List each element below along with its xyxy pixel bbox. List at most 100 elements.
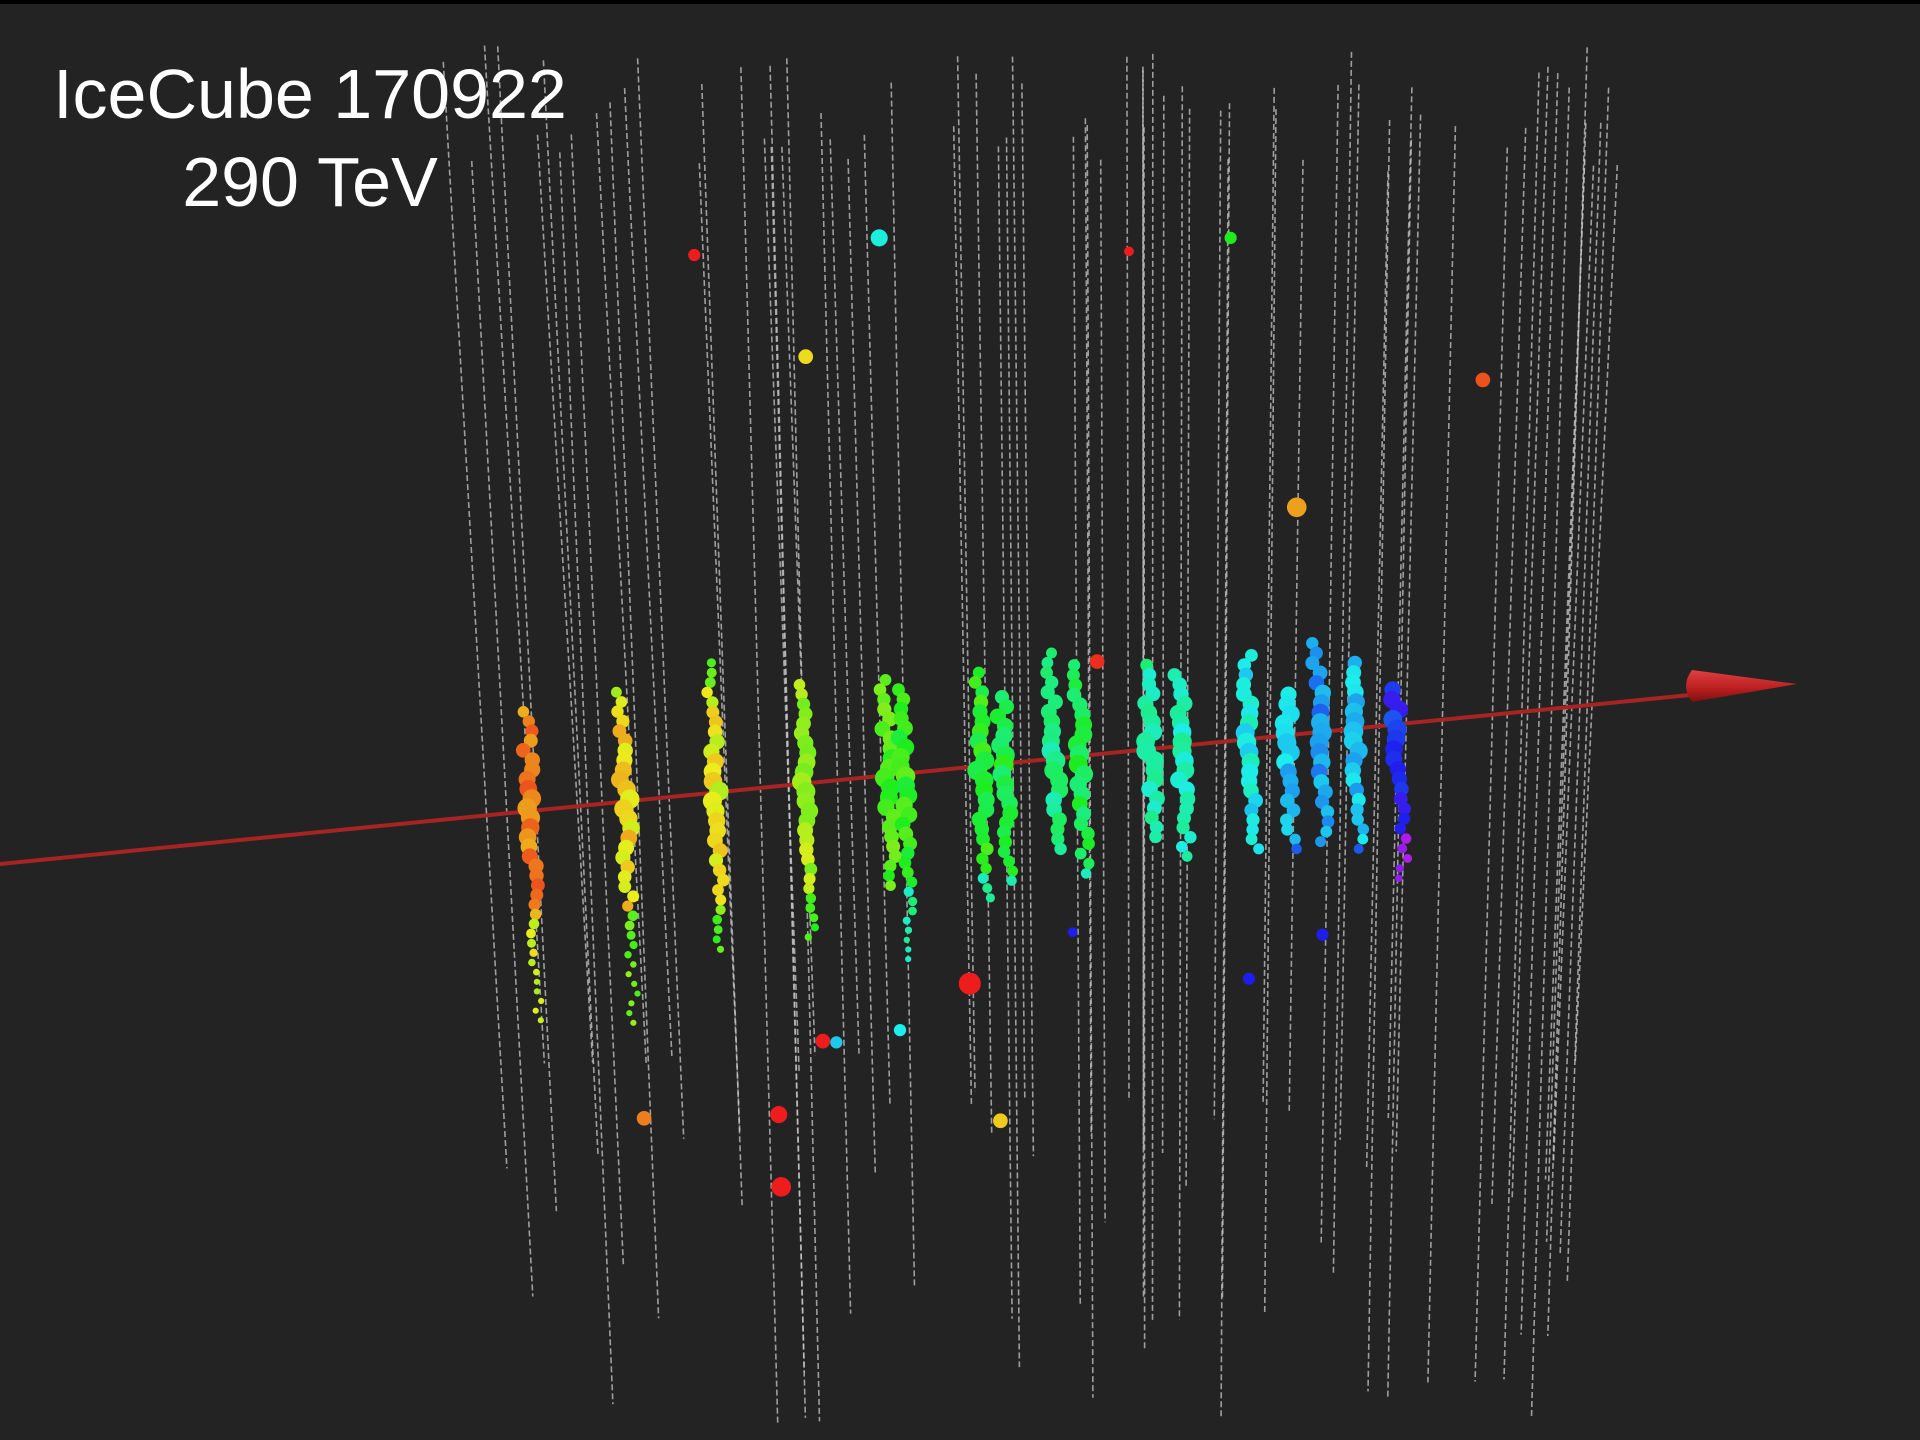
hit-dom [1182,851,1193,862]
hit-dom [618,880,631,893]
detector-string [764,139,799,1072]
hit-dom [1046,648,1057,659]
hit-dom [980,863,991,874]
hit-dom [1176,841,1188,853]
hit-dom [611,687,622,698]
detector-string [958,56,975,1091]
hit-dom [885,880,896,891]
hit-dom [1149,830,1162,843]
hit-dom [712,884,724,896]
hit-dom [715,894,726,905]
hit-dom [1354,844,1364,854]
hit-dom [527,939,536,948]
hit-dom [1358,824,1370,836]
detector-string [1532,88,1570,1418]
hit-dom [1253,843,1264,854]
hit-dom [1007,866,1018,877]
detector-string [1163,96,1164,1153]
detector-string [976,74,992,1133]
hit-dom [1320,826,1332,838]
hit-dom [1316,928,1328,940]
hit-dom [1006,876,1016,886]
hit-dom [1082,837,1095,850]
hit-dom [529,919,540,930]
hit-dom [1068,927,1078,937]
hit-dom [982,883,992,893]
detector-string [1127,57,1129,1101]
hit-dom [830,1036,842,1048]
hit-dom [1083,858,1094,869]
hit-dom [798,349,813,364]
hit-dom [1225,232,1237,244]
detector-string [1492,128,1526,1204]
detector-string [1289,160,1303,1113]
detector-string [1475,148,1507,1382]
hit-dom [770,1106,787,1123]
detector-string [1214,111,1220,1120]
detector-string [1265,109,1276,1315]
hit-dom [713,935,721,943]
hit-dom [905,927,912,934]
hit-dom [637,1111,652,1126]
detector-string [1575,165,1617,1064]
hit-dom [1287,497,1307,517]
event-energy: 290 TeV [30,140,590,224]
hit-dom [1243,973,1255,985]
event-title: IceCube 170922 [30,52,590,136]
detector-string [848,159,875,1174]
detector-string [954,126,972,1104]
hit-dom [631,981,637,987]
hit-dom [533,969,540,976]
hit-dom [624,951,631,958]
hit-dom [905,946,911,952]
hit-dom [622,901,633,912]
hit-dom [908,907,917,916]
hit-dom [771,1177,791,1197]
hit-dom [717,946,724,953]
hit-dom [529,949,537,957]
hit-dom [805,933,812,940]
hit-dom [1396,864,1404,872]
hit-dom [1289,834,1300,845]
hit-dom [533,1008,539,1014]
hit-dom [1401,833,1412,844]
detector-string [1186,109,1190,1188]
hit-dom [993,1113,1008,1128]
hit-dom [634,991,640,997]
hit-dom [1003,856,1015,868]
hit-dom [534,979,540,985]
hit-dom [534,988,540,994]
hit-dom [806,893,816,903]
detector-string [597,113,647,1066]
hit-dom [528,959,536,967]
hit-dom [904,937,910,943]
hit-dom [1403,854,1412,863]
hit-dom [1246,833,1258,845]
detector-string [543,60,598,1155]
detector-string [1087,125,1093,1398]
detector-string [560,152,613,1404]
track-arrowhead [1686,670,1797,702]
hit-dom [883,870,895,882]
hit-dom [626,1010,632,1016]
hit-dom [978,873,989,884]
detector-string [741,67,778,1423]
hit-dom [627,890,639,902]
hit-dom [716,905,726,915]
detector-string [1567,88,1608,1282]
hit-dom [1184,831,1196,843]
hit-dom [1124,246,1134,256]
hit-dom [959,973,981,995]
hit-dom [1281,824,1293,836]
detector-string [1554,166,1594,1161]
hit-dom [904,887,914,897]
hit-dom [627,931,636,940]
hit-dom [530,909,541,920]
track-line [0,694,1700,864]
hit-dom [538,1017,544,1023]
hit-dom [894,1024,906,1036]
detector-string [864,135,890,1105]
hit-dom [816,1034,831,1049]
hit-dom [1395,823,1406,834]
hit-dom [630,961,637,968]
